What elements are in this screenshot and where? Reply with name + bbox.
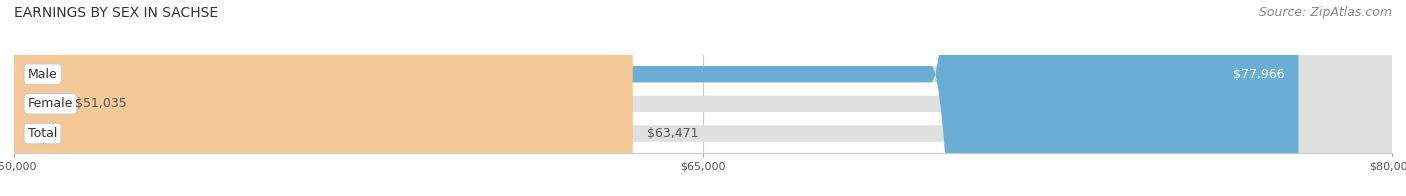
Text: Male: Male [28,68,58,81]
FancyBboxPatch shape [14,0,1392,196]
Text: Total: Total [28,127,58,140]
Text: $77,966: $77,966 [1233,68,1285,81]
FancyBboxPatch shape [14,0,1392,196]
Text: Female: Female [28,97,73,110]
FancyBboxPatch shape [14,0,1392,196]
FancyBboxPatch shape [14,0,633,196]
Text: Source: ZipAtlas.com: Source: ZipAtlas.com [1258,6,1392,19]
Text: $63,471: $63,471 [647,127,697,140]
Text: EARNINGS BY SEX IN SACHSE: EARNINGS BY SEX IN SACHSE [14,6,218,20]
FancyBboxPatch shape [0,0,381,196]
Text: $51,035: $51,035 [76,97,127,110]
FancyBboxPatch shape [14,0,1299,196]
